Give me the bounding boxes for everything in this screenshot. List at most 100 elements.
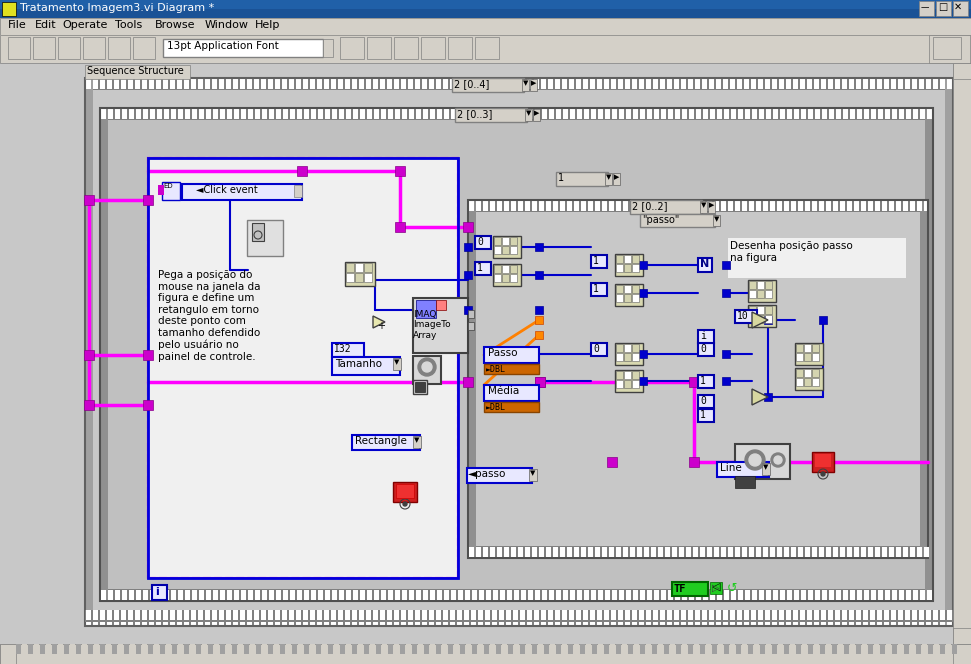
Bar <box>615 284 643 306</box>
Bar <box>185 590 190 600</box>
Text: Help: Help <box>255 20 281 30</box>
Bar <box>686 201 691 211</box>
Bar <box>563 109 568 119</box>
Bar <box>346 109 351 119</box>
Bar <box>695 79 700 89</box>
Bar <box>843 109 848 119</box>
Text: 1: 1 <box>593 284 599 294</box>
Bar <box>548 615 553 625</box>
Bar <box>689 590 694 600</box>
Text: 2 [0..3]: 2 [0..3] <box>457 109 492 119</box>
Bar <box>871 109 876 119</box>
Bar <box>718 644 723 654</box>
Bar <box>933 610 938 620</box>
Text: ▼: ▼ <box>526 110 531 116</box>
Text: 13pt Application Font: 13pt Application Font <box>167 41 279 51</box>
Bar <box>143 350 153 360</box>
Bar <box>886 644 891 654</box>
Bar <box>772 610 777 620</box>
Bar <box>730 615 735 625</box>
Bar <box>898 644 903 654</box>
Bar <box>584 109 589 119</box>
Bar <box>742 547 747 557</box>
Bar <box>722 350 730 358</box>
Bar <box>373 615 378 625</box>
Bar <box>101 590 106 600</box>
Bar <box>472 109 477 119</box>
Bar <box>836 109 841 119</box>
Bar <box>730 610 735 620</box>
Bar <box>640 109 645 119</box>
Bar <box>744 610 749 620</box>
Bar <box>254 79 259 89</box>
Bar <box>748 305 776 327</box>
Bar <box>833 201 838 211</box>
Bar <box>821 610 826 620</box>
Bar <box>178 109 183 119</box>
Bar <box>878 109 883 119</box>
Bar <box>619 109 624 119</box>
Bar <box>494 246 501 254</box>
Bar <box>468 200 928 212</box>
Bar <box>339 109 344 119</box>
Bar <box>856 79 861 89</box>
Bar <box>115 109 120 119</box>
Bar <box>624 264 631 272</box>
Bar <box>646 79 651 89</box>
Bar <box>688 615 693 625</box>
Bar <box>632 294 639 302</box>
Bar <box>484 644 489 654</box>
Bar <box>502 237 509 245</box>
Bar <box>885 109 890 119</box>
Bar <box>85 610 953 622</box>
Bar <box>884 610 889 620</box>
Bar <box>520 644 525 654</box>
Bar <box>52 644 57 654</box>
Bar <box>352 610 357 620</box>
Bar <box>786 79 791 89</box>
Bar <box>929 35 970 63</box>
Bar <box>535 271 543 279</box>
Bar <box>759 590 764 600</box>
Text: Média: Média <box>488 386 519 396</box>
Bar <box>476 547 481 557</box>
Bar <box>332 343 364 357</box>
Bar <box>520 615 525 625</box>
Bar <box>826 547 831 557</box>
Bar <box>611 79 616 89</box>
Bar <box>821 615 826 625</box>
Bar <box>928 644 933 654</box>
Bar <box>757 281 764 289</box>
Text: 0: 0 <box>593 344 599 354</box>
Bar <box>409 590 414 600</box>
Bar <box>597 79 602 89</box>
Bar <box>754 644 759 654</box>
Bar <box>355 273 363 282</box>
Bar <box>588 201 593 211</box>
Bar <box>615 343 643 365</box>
Bar <box>777 547 782 557</box>
Bar <box>316 644 321 654</box>
Bar <box>616 644 621 654</box>
Bar <box>749 281 756 289</box>
Bar <box>570 109 575 119</box>
Bar <box>616 264 623 272</box>
Bar <box>616 371 623 379</box>
Bar <box>814 615 819 625</box>
Bar <box>478 610 483 620</box>
Text: i: i <box>155 587 158 597</box>
Bar <box>148 158 458 578</box>
Bar <box>646 610 651 620</box>
Bar <box>849 79 854 89</box>
Bar <box>615 370 643 392</box>
Bar <box>541 610 546 620</box>
Bar <box>762 463 770 475</box>
Text: ▼: ▼ <box>606 174 612 180</box>
Bar <box>408 79 413 89</box>
Bar <box>773 590 778 600</box>
Bar <box>717 462 769 477</box>
Bar <box>757 306 764 314</box>
Bar <box>577 109 582 119</box>
Bar <box>936 1 951 16</box>
Bar <box>796 644 801 654</box>
